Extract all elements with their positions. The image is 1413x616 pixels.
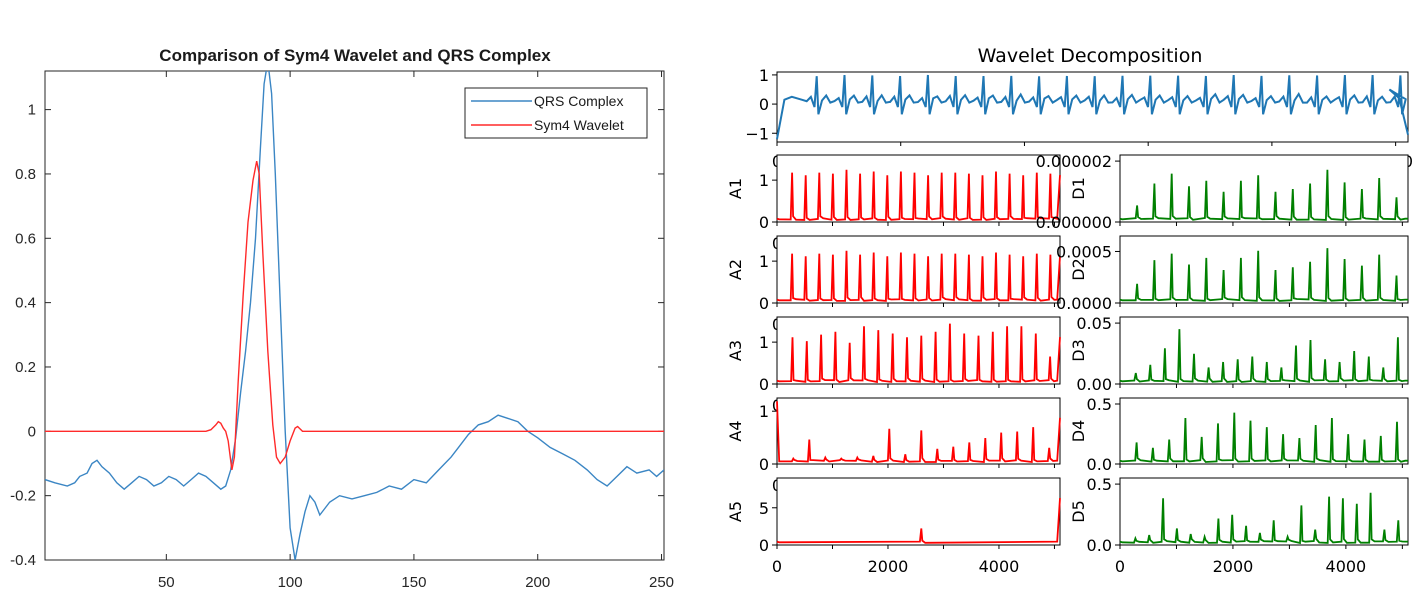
- signal-y-tick-label: 0: [759, 95, 769, 114]
- approx-panel-4-y-tick-label: 1: [759, 402, 769, 421]
- sym4-wavelet-line: [45, 160, 664, 471]
- approximation-panels: 10A1010A2010A3010A4050A5020004000: [726, 154, 1061, 576]
- detail-panel-5-frame: [1119, 477, 1409, 546]
- approx-panel-3-axis-label: A3: [726, 340, 745, 361]
- y-tick-label: 0.8: [15, 166, 36, 183]
- detail-panel-3-y-tick-label: 0.00: [1076, 375, 1112, 394]
- approx-panel-2-line: [776, 250, 1061, 302]
- detail-x-tick-label: 0: [1115, 557, 1125, 576]
- left-chart-title: Comparison of Sym4 Wavelet and QRS Compl…: [159, 46, 551, 65]
- approx-panel-5-frame: [776, 477, 1061, 546]
- approx-panel-4-frame: [776, 397, 1061, 465]
- y-tick-label: 0.2: [15, 359, 36, 376]
- detail-panel-1-line: [1119, 169, 1408, 221]
- approx-panel-4-y-tick-label: 0: [759, 455, 769, 474]
- approx-panel-2-frame: [776, 235, 1061, 304]
- left-legend: QRS Complex Sym4 Wavelet: [464, 87, 648, 139]
- x-tick-label: 100: [278, 574, 303, 591]
- left-line-layer: [45, 71, 664, 560]
- detail-panel-3-axis-label: D3: [1069, 339, 1088, 362]
- x-tick-label: 250: [649, 574, 674, 591]
- left-tick-layer: 50 100 150 200 250 -0.4 -0.2 0 0.2 0.4 0.6 0.8 1: [10, 71, 674, 591]
- detail-panels: 0.0000020.000000D10.00050.0000D20.050.00…: [1036, 152, 1409, 576]
- detail-panel-2-y-tick-label: 0.0005: [1056, 242, 1112, 261]
- left-plot-frame: [44, 70, 665, 561]
- detail-panel-4-y-tick-label: 0.5: [1087, 395, 1112, 414]
- approx-panel-3-frame: [776, 316, 1061, 385]
- approx-panel-2-y-tick-label: 0: [759, 294, 769, 313]
- left-chart-svg: Comparison of Sym4 Wavelet and QRS Compl…: [10, 46, 674, 591]
- approx-panel-4-axis-label: A4: [726, 420, 745, 441]
- detail-panel-2-y-tick-label: 0.0000: [1056, 294, 1112, 313]
- detail-panel-5-y-tick-label: 0.0: [1087, 536, 1112, 555]
- detail-panel-3-frame: [1119, 316, 1409, 385]
- approx-panel-5-line: [776, 498, 1061, 544]
- approx-panel-2-y-tick-label: 1: [759, 252, 769, 271]
- legend-label-qrs: QRS Complex: [534, 93, 623, 109]
- detail-panel-2-line: [1119, 248, 1408, 302]
- x-tick-label: 50: [158, 574, 175, 591]
- detail-panel-2-frame: [1119, 235, 1409, 304]
- detail-x-tick-label: 4000: [1326, 557, 1367, 576]
- detail-panel-2-axis-label: D2: [1069, 258, 1088, 281]
- approx-panel-3-y-tick-label: 1: [759, 333, 769, 352]
- detail-x-tick-label: 2000: [1213, 557, 1254, 576]
- signal-y-tick-label: 1: [759, 66, 769, 85]
- detail-panel-1-frame: [1119, 154, 1409, 223]
- detail-panel-1-axis-label: D1: [1069, 177, 1088, 200]
- detail-panel-5-y-tick-label: 0.5: [1087, 475, 1112, 494]
- approx-panel-1-frame: [776, 154, 1061, 223]
- detail-panel-5-line: [1119, 492, 1408, 545]
- approx-panel-5-axis-label: A5: [726, 501, 745, 522]
- detail-panel-1-y-tick-label: 0.000002: [1036, 152, 1112, 171]
- legend-box: [464, 87, 648, 139]
- x-tick-label: 150: [401, 574, 426, 591]
- approx-panel-3-y-tick-label: 0: [759, 375, 769, 394]
- approx-x-tick-label: 2000: [868, 557, 909, 576]
- approx-panel-1-axis-label: A1: [726, 178, 745, 199]
- detail-panel-5-axis-label: D5: [1069, 500, 1088, 523]
- approx-panel-1-line: [776, 169, 1061, 221]
- right-chart-svg: Wavelet Decomposition 10−100 10A1010A201…: [726, 45, 1413, 576]
- legend-label-sym4: Sym4 Wavelet: [534, 117, 624, 133]
- approx-panel-1-y-tick-label: 1: [759, 171, 769, 190]
- y-tick-label: 1: [28, 102, 36, 119]
- y-tick-label: -0.4: [10, 552, 36, 569]
- approx-panel-3-line: [776, 323, 1061, 384]
- y-tick-label: -0.2: [10, 488, 36, 505]
- approx-panel-1-y-tick-label: 0: [759, 213, 769, 232]
- detail-panel-4-y-tick-label: 0.0: [1087, 455, 1112, 474]
- approx-panel-5-y-tick-label: 5: [759, 499, 769, 518]
- left-chart-panel: Comparison of Sym4 Wavelet and QRS Compl…: [0, 0, 700, 612]
- y-tick-label: 0: [28, 423, 36, 440]
- signal-y-tick-label: −1: [745, 124, 769, 143]
- signal-line: [776, 74, 1409, 140]
- detail-panel-3-line: [1119, 329, 1408, 383]
- signal-panel: 10−100: [745, 66, 1413, 171]
- approx-panel-5-y-tick-label: 0: [759, 536, 769, 555]
- approx-panel-2-axis-label: A2: [726, 259, 745, 280]
- right-chart-panel: Wavelet Decomposition 10−100 10A1010A201…: [700, 0, 1413, 612]
- detail-panel-3-y-tick-label: 0.05: [1076, 314, 1112, 333]
- y-tick-label: 0.6: [15, 230, 36, 247]
- detail-panel-4-axis-label: D4: [1069, 420, 1088, 443]
- approx-x-tick-label: 0: [772, 557, 782, 576]
- approx-x-tick-label: 4000: [979, 557, 1020, 576]
- detail-panel-4-line: [1119, 412, 1408, 463]
- detail-panel-1-y-tick-label: 0.000000: [1036, 213, 1112, 232]
- approx-panel-4-line: [776, 401, 1061, 464]
- x-tick-label: 200: [525, 574, 550, 591]
- right-chart-title: Wavelet Decomposition: [978, 45, 1203, 67]
- y-tick-label: 0.4: [15, 295, 36, 312]
